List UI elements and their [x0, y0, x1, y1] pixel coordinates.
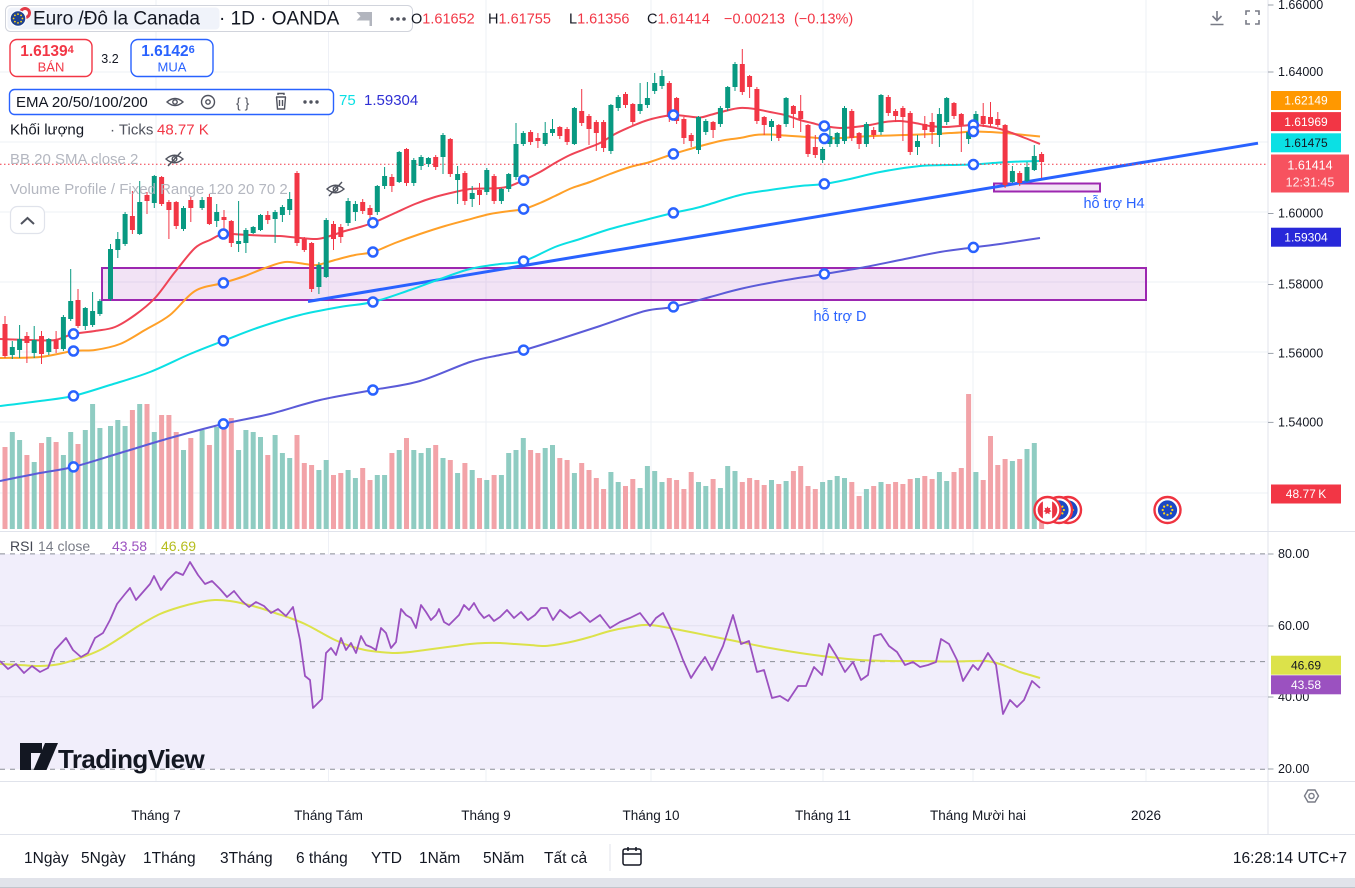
svg-text:48.77 K: 48.77 K: [1286, 487, 1326, 501]
svg-text:· 1D · OANDA: · 1D · OANDA: [219, 9, 340, 30]
svg-text:1.61426: 1.61426: [141, 43, 195, 60]
svg-text:1.66000: 1.66000: [1278, 0, 1323, 12]
svg-text:1Ngày: 1Ngày: [24, 850, 69, 867]
svg-text:Tháng 10: Tháng 10: [622, 808, 679, 823]
svg-text:BB 20 SMA close 2: BB 20 SMA close 2: [10, 151, 138, 168]
svg-text:1Năm: 1Năm: [419, 850, 460, 867]
svg-text:3Tháng: 3Tháng: [220, 850, 273, 867]
svg-text:L1.61356: L1.61356: [569, 12, 630, 28]
svg-text:hỗ trợ D: hỗ trợ D: [813, 308, 866, 325]
svg-text:O1.61652: O1.61652: [411, 12, 475, 28]
svg-text:1.64000: 1.64000: [1278, 65, 1323, 79]
svg-text:6 tháng: 6 tháng: [296, 850, 348, 867]
svg-text:−0.00213: −0.00213: [724, 12, 785, 28]
svg-text:1.60000: 1.60000: [1278, 207, 1323, 221]
svg-text:1Tháng: 1Tháng: [143, 850, 196, 867]
svg-text:1.59304: 1.59304: [364, 92, 418, 109]
svg-text:Tất cả: Tất cả: [544, 850, 587, 867]
svg-text:Tháng 11: Tháng 11: [795, 808, 851, 823]
svg-text:TradingView: TradingView: [58, 744, 205, 774]
svg-text:46.69: 46.69: [1291, 658, 1321, 672]
svg-text:H1.61755: H1.61755: [488, 12, 551, 28]
svg-text:Tháng 7: Tháng 7: [131, 808, 181, 823]
svg-text:1.54000: 1.54000: [1278, 416, 1323, 430]
svg-text:1.61414: 1.61414: [1287, 159, 1332, 173]
svg-text:1.62149: 1.62149: [1284, 94, 1328, 108]
svg-text:1.61394: 1.61394: [20, 43, 74, 60]
svg-text:60.00: 60.00: [1278, 619, 1309, 633]
svg-text:MUA: MUA: [158, 60, 187, 75]
svg-text:C1.61414: C1.61414: [647, 12, 710, 28]
svg-text:16:28:14 UTC+7: 16:28:14 UTC+7: [1233, 850, 1347, 867]
svg-text:75: 75: [339, 92, 356, 109]
svg-text:Volume Profile / Fixed Range 1: Volume Profile / Fixed Range 120 20 70 2: [10, 181, 288, 198]
svg-text:80.00: 80.00: [1278, 547, 1309, 561]
svg-text:1.61475: 1.61475: [1284, 136, 1328, 150]
svg-text:Tháng Tám: Tháng Tám: [294, 808, 363, 823]
svg-text:EMA 20/50/100/200: EMA 20/50/100/200: [16, 94, 148, 111]
svg-text:1.59304: 1.59304: [1284, 230, 1328, 244]
svg-text:hỗ trợ H4: hỗ trợ H4: [1083, 195, 1144, 212]
svg-text:Euro /Đô la Canada: Euro /Đô la Canada: [33, 9, 200, 30]
svg-text:2026: 2026: [1131, 808, 1161, 823]
svg-text:{ }: { }: [236, 95, 250, 111]
svg-text:3.2: 3.2: [101, 52, 118, 66]
svg-text:1.58000: 1.58000: [1278, 278, 1323, 292]
svg-text:5Năm: 5Năm: [483, 850, 524, 867]
svg-text:Tháng 9: Tháng 9: [461, 808, 511, 823]
svg-text:(−0.13%): (−0.13%): [794, 12, 853, 28]
svg-text:1.56000: 1.56000: [1278, 347, 1323, 361]
svg-text:12:31:45: 12:31:45: [1286, 176, 1335, 190]
svg-text:BÁN: BÁN: [38, 60, 65, 75]
svg-text:20.00: 20.00: [1278, 762, 1309, 776]
svg-text:YTD: YTD: [371, 850, 402, 867]
svg-text:43.58: 43.58: [1291, 678, 1321, 692]
svg-text:Tháng Mười hai: Tháng Mười hai: [930, 808, 1026, 823]
svg-text:1.61969: 1.61969: [1284, 115, 1328, 129]
svg-text:5Ngày: 5Ngày: [81, 850, 126, 867]
